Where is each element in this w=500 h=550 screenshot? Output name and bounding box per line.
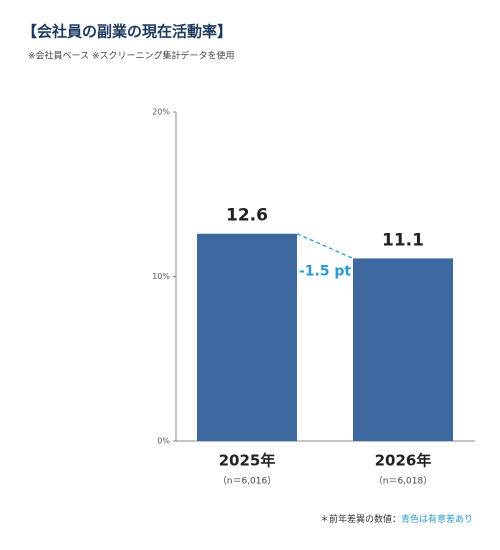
x-tick-label: 2025年 — [219, 452, 276, 470]
y-tick-label: 10% — [152, 272, 170, 281]
footnote-text: ＊前年差異の数値： — [320, 513, 401, 525]
x-tick-label: 2026年 — [375, 452, 432, 470]
chart-subtitle: ※会社員ベース ※スクリーニング集計データを使用 — [28, 50, 235, 62]
category-note: （n＝6,016） — [218, 476, 276, 487]
footnote-highlight: 青色は有意差あり — [401, 513, 473, 525]
category-note: （n＝6,018） — [374, 476, 432, 487]
value-label: 11.1 — [382, 230, 424, 250]
change-annotation: -1.5 pt — [299, 263, 352, 279]
y-tick-label: 20% — [152, 108, 170, 117]
chart-title: 【会社員の副業の現在活動率】 — [22, 23, 232, 41]
change-connector — [296, 233, 354, 259]
bar — [197, 233, 297, 441]
y-tick-label: 0% — [157, 437, 170, 446]
bar — [353, 258, 453, 441]
value-label: 12.6 — [226, 206, 268, 226]
footnote: ＊前年差異の数値：青色は有意差あり — [320, 513, 473, 525]
